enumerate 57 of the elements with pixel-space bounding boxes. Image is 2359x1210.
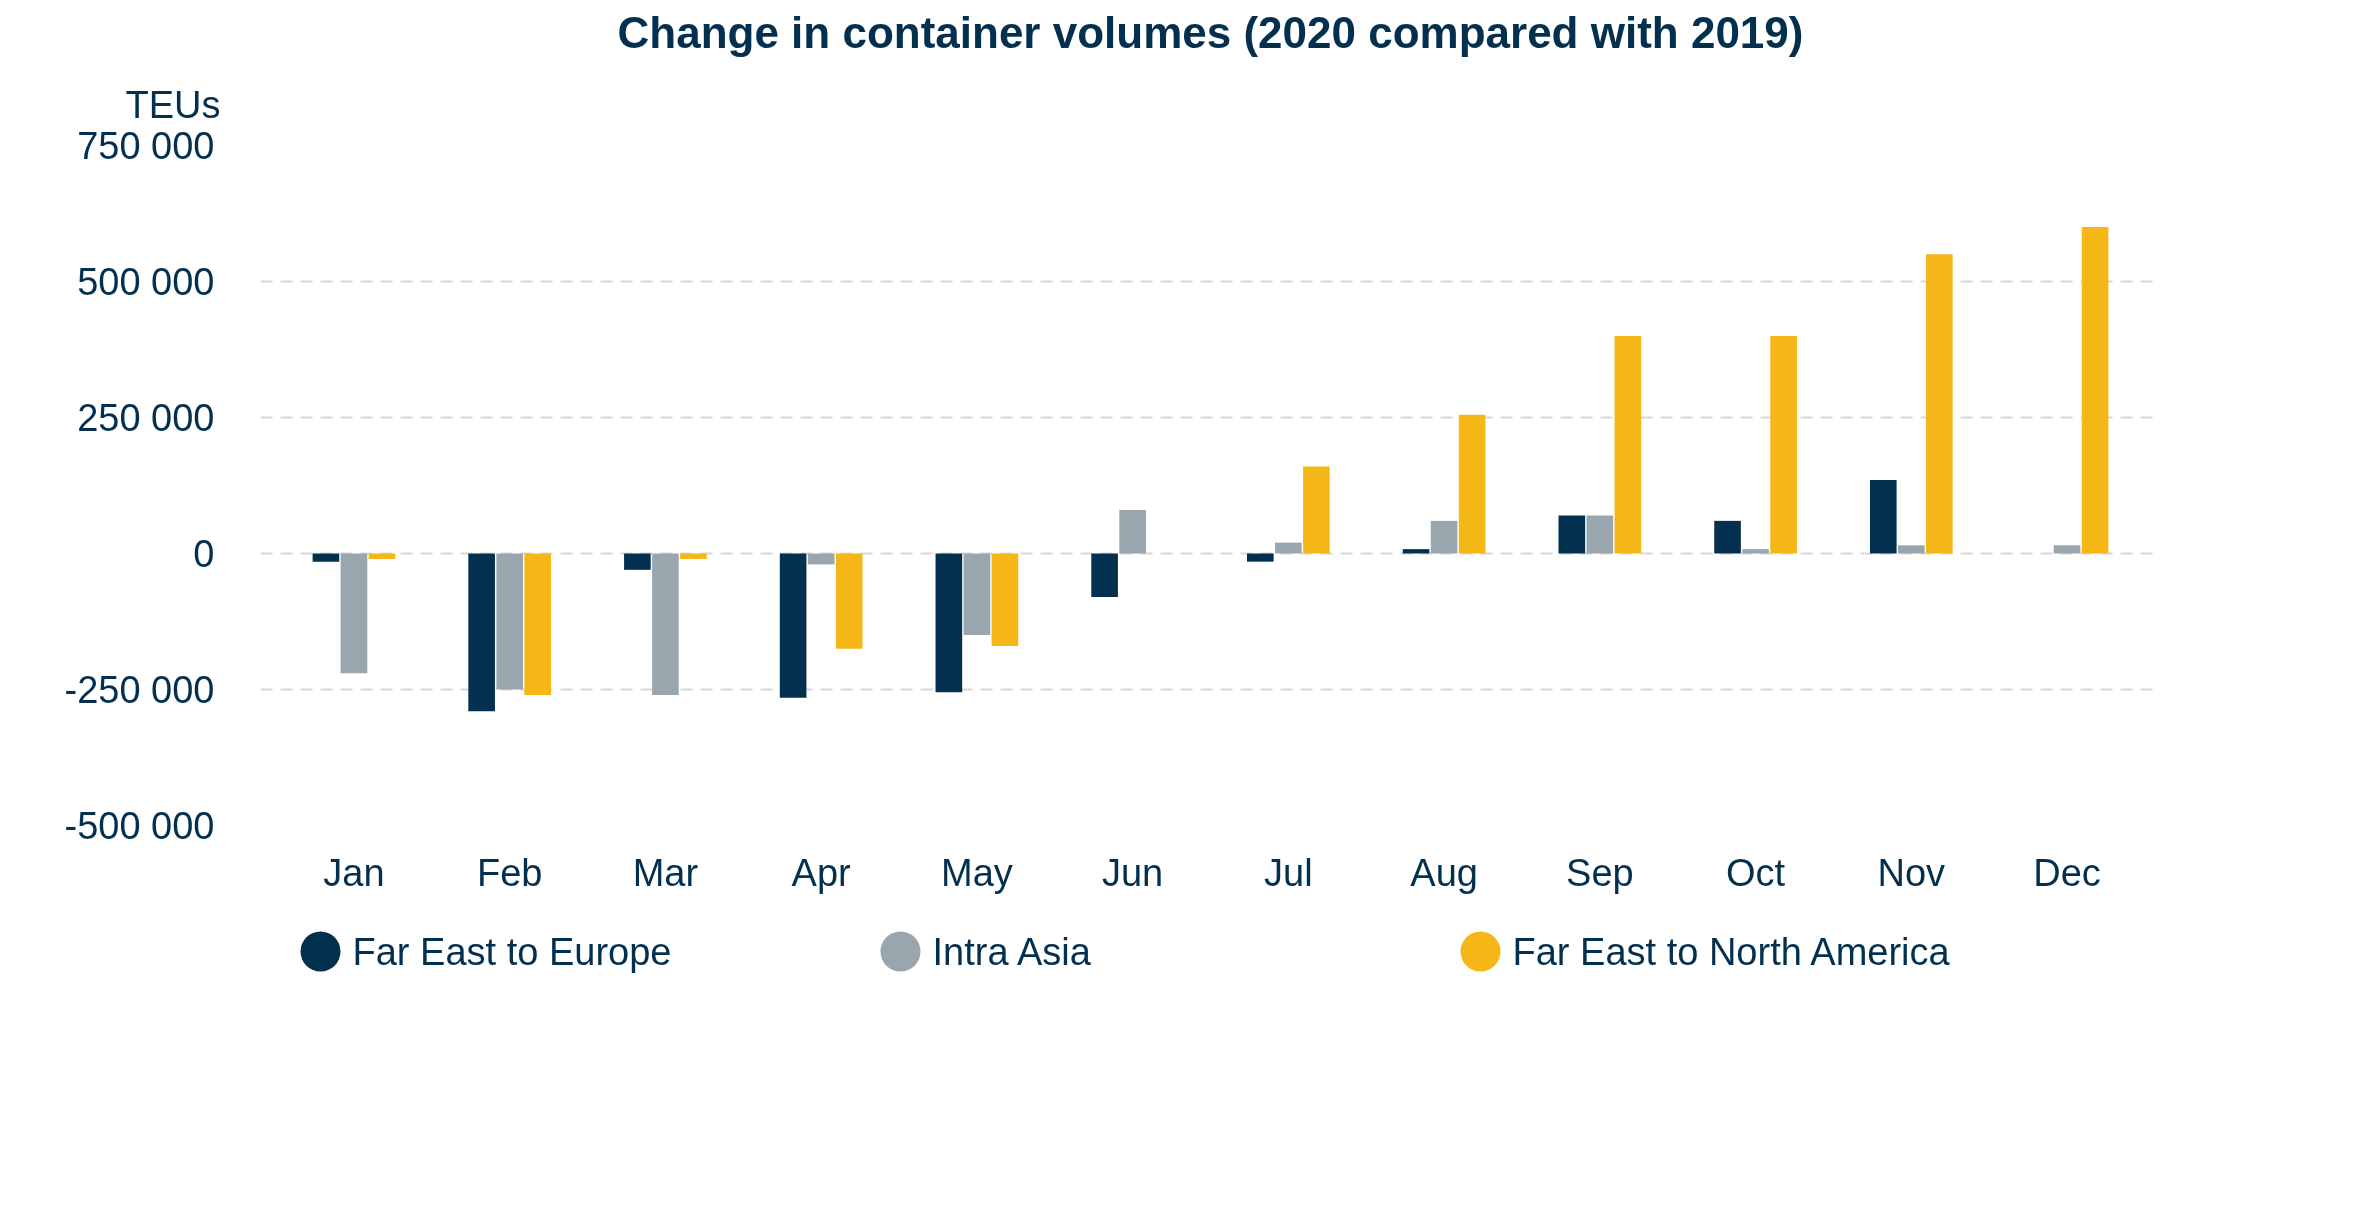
bar bbox=[652, 553, 679, 695]
x-tick-label: Feb bbox=[476, 851, 543, 894]
y-tick-label: 750 000 bbox=[77, 124, 215, 167]
bar bbox=[1586, 515, 1614, 554]
y-axis-title: TEUs bbox=[125, 83, 221, 126]
chart-title: Change in container volumes (2020 compared with 2019) bbox=[617, 7, 1804, 57]
bar bbox=[524, 553, 552, 695]
x-tick-label: Sep bbox=[1566, 851, 1634, 894]
bar bbox=[1119, 509, 1146, 554]
x-tick-label: Jul bbox=[1264, 851, 1313, 894]
bar bbox=[1458, 414, 1486, 554]
y-tick-label: 250 000 bbox=[77, 396, 215, 439]
y-tick-label: -500 000 bbox=[64, 804, 215, 847]
bar bbox=[312, 553, 340, 562]
bar bbox=[1430, 520, 1458, 554]
bar bbox=[1926, 254, 1953, 554]
bar bbox=[1742, 549, 1769, 554]
bar bbox=[368, 553, 396, 559]
bar bbox=[1402, 549, 1430, 554]
bar bbox=[1614, 335, 1642, 554]
x-tick-label: Mar bbox=[632, 851, 699, 894]
bar bbox=[779, 553, 807, 698]
bar bbox=[1275, 542, 1302, 554]
bar bbox=[1770, 335, 1797, 554]
bar bbox=[991, 553, 1019, 646]
y-tick-label: 0 bbox=[193, 532, 215, 575]
legend-label: Intra Asia bbox=[932, 930, 1092, 973]
x-tick-label: Nov bbox=[1877, 851, 1946, 894]
bar bbox=[1558, 515, 1586, 554]
bar bbox=[935, 553, 963, 693]
x-tick-label: Aug bbox=[1410, 851, 1478, 894]
bar bbox=[468, 553, 495, 712]
y-tick-label: 500 000 bbox=[77, 260, 215, 303]
bar bbox=[2081, 227, 2109, 554]
bar bbox=[963, 553, 991, 636]
legend-label: Far East to Europe bbox=[352, 930, 672, 973]
bar bbox=[1714, 520, 1741, 554]
x-tick-label: May bbox=[941, 851, 1013, 894]
bar bbox=[1869, 480, 1897, 554]
x-tick-label: Oct bbox=[1726, 851, 1786, 894]
x-tick-label: Dec bbox=[2033, 851, 2101, 894]
bar bbox=[807, 553, 835, 565]
bar bbox=[1303, 466, 1330, 554]
bar bbox=[1898, 545, 1925, 554]
bar bbox=[680, 553, 707, 559]
bar bbox=[2053, 545, 2081, 554]
legend-label: Far East to North America bbox=[1512, 930, 1951, 973]
bar bbox=[1091, 553, 1118, 598]
bar bbox=[496, 553, 523, 690]
x-tick-label: Apr bbox=[791, 851, 852, 894]
x-tick-label: Jun bbox=[1102, 851, 1164, 894]
x-tick-label: Jan bbox=[323, 851, 385, 894]
bar bbox=[1247, 553, 1274, 562]
y-tick-label: -250 000 bbox=[64, 668, 215, 711]
bar bbox=[624, 553, 651, 570]
bar bbox=[835, 553, 863, 649]
bar bbox=[340, 553, 368, 674]
